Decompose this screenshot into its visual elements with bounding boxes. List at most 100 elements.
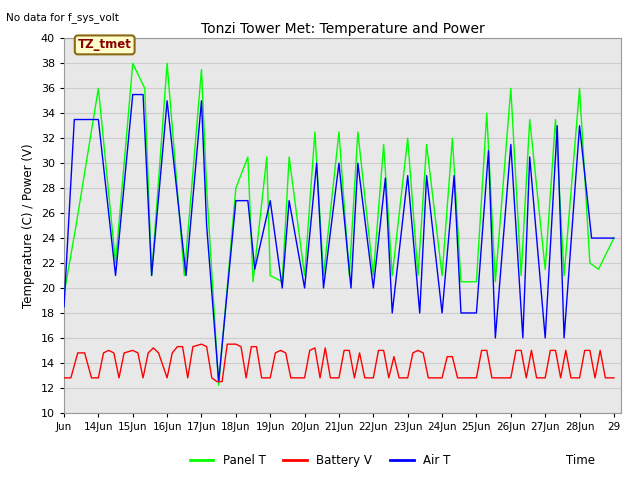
Air T (560, 335, 568, 341)
Panel T (346, 273, 353, 278)
Panel T (285, 154, 293, 160)
Panel T (404, 135, 412, 141)
Air T (285, 198, 293, 204)
Title: Tonzi Tower Met: Temperature and Power: Tonzi Tower Met: Temperature and Power (200, 22, 484, 36)
Air T (354, 160, 362, 166)
Panel T (472, 279, 480, 285)
Air T (381, 175, 389, 181)
Panel T (576, 85, 584, 91)
Panel T (266, 273, 274, 278)
Air T (423, 173, 431, 179)
Air T (554, 123, 561, 129)
Panel T (301, 273, 308, 278)
Air T (438, 310, 446, 316)
Battery V (213, 379, 221, 384)
Air T (112, 273, 120, 278)
Battery V (232, 341, 240, 347)
Panel T (60, 291, 68, 297)
Panel T (414, 273, 422, 278)
Air T (507, 142, 515, 147)
Air T (369, 285, 377, 291)
Line: Panel T: Panel T (64, 63, 614, 385)
Air T (416, 310, 424, 316)
Battery V (198, 341, 205, 347)
Battery V (576, 375, 584, 381)
Air T (472, 310, 480, 316)
Panel T (388, 273, 396, 278)
Air T (347, 285, 355, 291)
Air T (251, 266, 259, 272)
Air T (388, 310, 396, 316)
Y-axis label: Temperature (C) / Power (V): Temperature (C) / Power (V) (22, 144, 35, 308)
Air T (244, 198, 252, 204)
Panel T (278, 279, 286, 285)
Panel T (449, 135, 456, 141)
Panel T (457, 279, 465, 285)
Panel T (438, 273, 446, 278)
Air T (278, 285, 286, 291)
Panel T (335, 129, 343, 135)
Air T (266, 198, 274, 204)
Panel T (249, 279, 257, 285)
Air T (198, 98, 205, 104)
Air T (588, 235, 595, 241)
Air T (95, 117, 102, 122)
Air T (60, 304, 68, 310)
Panel T (423, 142, 431, 147)
Air T (319, 285, 327, 291)
Panel T (203, 185, 211, 191)
Panel T (369, 273, 377, 278)
Panel T (552, 117, 559, 122)
Air T (576, 123, 584, 129)
Battery V (610, 375, 618, 381)
Panel T (380, 142, 387, 147)
Air T (595, 235, 602, 241)
Line: Air T: Air T (64, 95, 614, 382)
Air T (140, 92, 147, 97)
Panel T (595, 266, 602, 272)
Air T (541, 335, 549, 341)
Battery V (351, 375, 358, 381)
Panel T (483, 110, 491, 116)
Air T (129, 92, 136, 97)
Line: Battery V: Battery V (64, 344, 614, 382)
Panel T (610, 235, 618, 241)
Air T (182, 273, 190, 278)
Panel T (244, 154, 252, 160)
Air T (492, 335, 499, 341)
Panel T (180, 273, 188, 278)
Air T (610, 235, 618, 241)
Panel T (198, 67, 205, 72)
Air T (335, 160, 343, 166)
Panel T (263, 154, 271, 160)
Air T (215, 379, 223, 384)
Panel T (72, 223, 80, 228)
Panel T (586, 260, 594, 266)
Panel T (492, 279, 499, 285)
Air T (404, 173, 412, 179)
Air T (70, 117, 78, 122)
Air T (451, 173, 458, 179)
Air T (203, 223, 211, 228)
Air T (484, 148, 492, 154)
Battery V (60, 375, 68, 381)
Panel T (163, 60, 171, 66)
Panel T (526, 117, 534, 122)
Air T (457, 310, 465, 316)
Panel T (354, 129, 362, 135)
Panel T (215, 383, 223, 388)
Air T (301, 285, 308, 291)
Panel T (517, 273, 525, 278)
Air T (148, 273, 156, 278)
Panel T (141, 85, 148, 91)
Panel T (507, 85, 515, 91)
Panel T (311, 129, 319, 135)
Panel T (232, 185, 240, 191)
Battery V (369, 375, 377, 381)
Panel T (319, 273, 327, 278)
Panel T (129, 60, 136, 66)
Panel T (148, 273, 156, 278)
Battery V (140, 375, 147, 381)
Panel T (112, 260, 120, 266)
Battery V (311, 345, 319, 351)
